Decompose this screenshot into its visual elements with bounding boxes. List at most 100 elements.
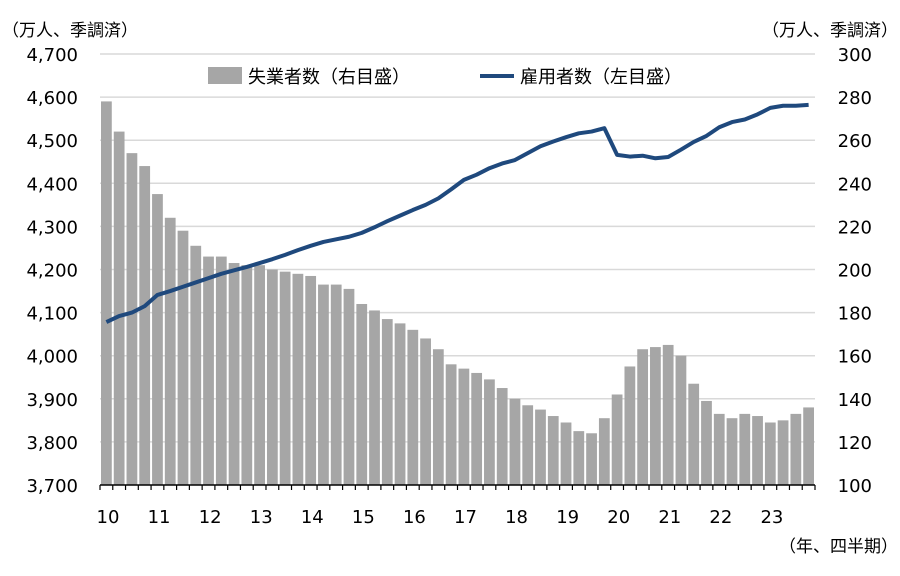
unemployment-bar [305, 275, 317, 485]
unemployment-bar [432, 349, 444, 485]
unemployment-bar [279, 271, 291, 485]
unemployment-bar [764, 422, 776, 485]
right-tick-label: 260 [838, 131, 872, 152]
unemployment-bar [356, 303, 368, 485]
left-tick-label: 4,300 [26, 217, 78, 238]
unemployment-bar [560, 422, 572, 485]
unemployment-bar [318, 284, 329, 485]
unemployment-bar [266, 269, 278, 485]
unemployment-bar [611, 394, 623, 485]
left-tick-label: 3,800 [26, 433, 78, 454]
unemployment-bar [803, 407, 814, 485]
unemployment-bar [203, 256, 214, 485]
x-tick-label: 12 [199, 507, 222, 528]
unemployment-bar [637, 349, 649, 485]
unemployment-bar [113, 131, 125, 485]
unemployment-bar [726, 418, 738, 485]
unemployment-bar [535, 409, 546, 485]
x-tick-label: 15 [352, 507, 375, 528]
unemployment-bar [522, 405, 534, 485]
unemployment-bar [752, 416, 763, 485]
right-tick-label: 280 [838, 88, 872, 109]
left-tick-label: 4,000 [26, 347, 78, 368]
unemployment-bar [458, 368, 470, 485]
x-tick-label: 20 [607, 507, 630, 528]
left-tick-label: 4,500 [26, 131, 78, 152]
unemployment-bar [101, 101, 112, 485]
unemployment-bar [330, 284, 342, 485]
unemployment-bar [471, 372, 483, 485]
right-tick-label: 200 [838, 261, 872, 282]
right-tick-label: 160 [838, 347, 872, 368]
x-tick-label: 19 [556, 507, 579, 528]
left-unit-label: （万人、季調済） [2, 21, 138, 41]
legend-line-label: 雇用者数（左目盛） [520, 67, 682, 88]
unemployment-bar [484, 379, 495, 485]
unemployment-bar [126, 153, 138, 485]
unemployment-bar [139, 166, 151, 485]
unemployment-bar [343, 288, 355, 485]
unemployment-bar [215, 256, 227, 485]
unemployment-bar [152, 194, 163, 485]
x-tick-label: 10 [97, 507, 120, 528]
x-tick-label: 21 [658, 507, 681, 528]
unemployment-bar [662, 344, 674, 485]
right-tick-label: 100 [838, 476, 872, 497]
unemployment-bar [369, 310, 380, 485]
unemployment-bar [190, 245, 202, 485]
unemployment-bar [509, 398, 521, 485]
left-tick-label: 3,700 [26, 476, 78, 497]
unemployment-bar [420, 338, 431, 485]
right-unit-label: （万人、季調済） [762, 21, 898, 41]
unemployment-bar [292, 273, 304, 485]
left-tick-label: 4,600 [26, 88, 78, 109]
unemployment-bar [675, 355, 687, 485]
unemployment-bar [496, 388, 508, 485]
unemployment-bar [228, 263, 240, 485]
x-unit-label: （年、四半期） [779, 537, 898, 557]
right-tick-label: 180 [838, 304, 872, 325]
unemployment-bar [713, 413, 725, 485]
x-tick-label: 16 [403, 507, 426, 528]
legend: 失業者数（右目盛） 雇用者数（左目盛） [208, 67, 682, 88]
left-tick-label: 4,200 [26, 261, 78, 282]
left-tick-label: 4,100 [26, 304, 78, 325]
right-tick-label: 240 [838, 174, 872, 195]
unemployment-bar [547, 416, 559, 485]
x-tick-label: 23 [760, 507, 783, 528]
right-tick-label: 300 [838, 45, 872, 66]
unemployment-bar [573, 431, 585, 485]
right-tick-label: 220 [838, 217, 872, 238]
x-tick-label: 22 [709, 507, 732, 528]
unemployment-bar [701, 400, 712, 485]
unemployment-bar [598, 418, 610, 485]
unemployment-bar [688, 383, 700, 485]
unemployment-bar [586, 433, 597, 485]
legend-bar-label: 失業者数（右目盛） [248, 67, 410, 88]
x-tick-label: 17 [454, 507, 477, 528]
unemployment-bar [790, 413, 802, 485]
x-tick-label: 13 [250, 507, 273, 528]
unemployment-bar [241, 265, 253, 485]
x-tick-label: 14 [301, 507, 324, 528]
unemployment-bar [650, 347, 661, 485]
left-tick-label: 3,900 [26, 390, 78, 411]
unemployment-bar [394, 323, 406, 485]
unemployment-bar [624, 366, 636, 485]
x-tick-label: 18 [505, 507, 528, 528]
unemployment-bar [407, 329, 419, 485]
unemployment-bar [164, 217, 176, 485]
unemployment-bar [381, 319, 393, 485]
unemployment-bar [777, 420, 789, 485]
unemployment-bar [739, 413, 751, 485]
unemployment-bar [254, 265, 265, 485]
legend-bar-swatch [208, 67, 242, 84]
unemployment-bar [445, 364, 457, 485]
left-tick-label: 4,700 [26, 45, 78, 66]
right-tick-label: 120 [838, 433, 872, 454]
x-tick-label: 11 [148, 507, 171, 528]
unemployment-bar [177, 230, 189, 485]
left-tick-label: 4,400 [26, 174, 78, 195]
employment-line [105, 102, 809, 324]
